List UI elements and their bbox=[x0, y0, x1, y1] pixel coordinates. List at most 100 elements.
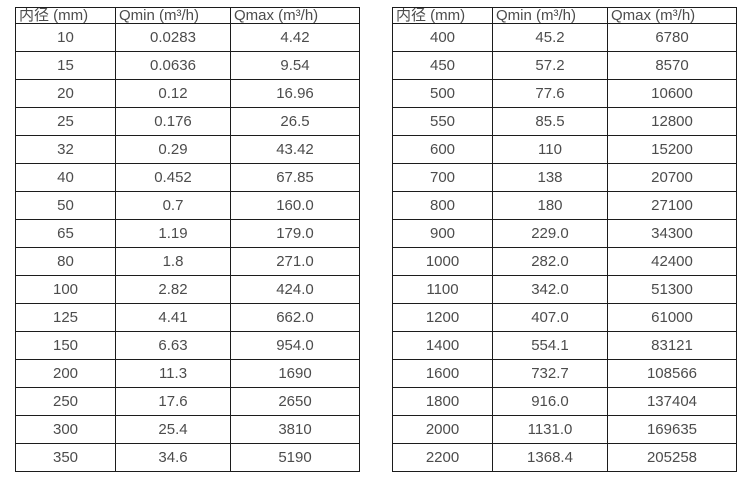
table-cell: 17.6 bbox=[115, 387, 231, 416]
table-row: 50 0.7 160.0 bbox=[15, 191, 360, 220]
table-cell: 1100 bbox=[392, 275, 493, 304]
table-cell: 110 bbox=[492, 135, 608, 164]
table-cell: 1600 bbox=[392, 359, 493, 388]
table-cell: 34300 bbox=[607, 219, 737, 248]
table-row: 550 85.5 12800 bbox=[392, 107, 737, 136]
table-cell: 229.0 bbox=[492, 219, 608, 248]
table-cell: 5190 bbox=[230, 443, 360, 472]
table-cell: 6.63 bbox=[115, 331, 231, 360]
table-row: 600 110 15200 bbox=[392, 135, 737, 164]
table-cell: 2200 bbox=[392, 443, 493, 472]
table-cell: 3810 bbox=[230, 415, 360, 444]
table-cell: 1131.0 bbox=[492, 415, 608, 444]
table-cell: 20 bbox=[15, 79, 116, 108]
table-cell: 282.0 bbox=[492, 247, 608, 276]
table-cell: 954.0 bbox=[230, 331, 360, 360]
table-cell: 27100 bbox=[607, 191, 737, 220]
table-cell: 0.176 bbox=[115, 107, 231, 136]
table-row: 2200 1368.4 205258 bbox=[392, 443, 737, 472]
table-cell: 10 bbox=[15, 23, 116, 52]
table-cell: 0.12 bbox=[115, 79, 231, 108]
table-row: 800 180 27100 bbox=[392, 191, 737, 220]
header-row: 内径 (mm) Qmin (m³/h) Qmax (m³/h) bbox=[392, 7, 737, 24]
table-cell: 61000 bbox=[607, 303, 737, 332]
header-row: 内径 (mm) Qmin (m³/h) Qmax (m³/h) bbox=[15, 7, 360, 24]
table-row: 15 0.0636 9.54 bbox=[15, 51, 360, 80]
column-header: Qmin (m³/h) bbox=[492, 7, 608, 24]
table-cell: 1.19 bbox=[115, 219, 231, 248]
table-cell: 4.42 bbox=[230, 23, 360, 52]
table-row: 10 0.0283 4.42 bbox=[15, 23, 360, 52]
column-header: Qmax (m³/h) bbox=[230, 7, 360, 24]
table-row: 1800 916.0 137404 bbox=[392, 387, 737, 416]
table-cell: 1000 bbox=[392, 247, 493, 276]
table-cell: 0.0636 bbox=[115, 51, 231, 80]
table-cell: 1.8 bbox=[115, 247, 231, 276]
table-cell: 12800 bbox=[607, 107, 737, 136]
table-cell: 15200 bbox=[607, 135, 737, 164]
table-row: 500 77.6 10600 bbox=[392, 79, 737, 108]
table-row: 125 4.41 662.0 bbox=[15, 303, 360, 332]
table-row: 65 1.19 179.0 bbox=[15, 219, 360, 248]
table-row: 400 45.2 6780 bbox=[392, 23, 737, 52]
table-cell: 11.3 bbox=[115, 359, 231, 388]
table-cell: 15 bbox=[15, 51, 116, 80]
table-row: 1200 407.0 61000 bbox=[392, 303, 737, 332]
table-cell: 2000 bbox=[392, 415, 493, 444]
table-cell: 51300 bbox=[607, 275, 737, 304]
table-cell: 20700 bbox=[607, 163, 737, 192]
table-row: 300 25.4 3810 bbox=[15, 415, 360, 444]
table-cell: 342.0 bbox=[492, 275, 608, 304]
table-cell: 732.7 bbox=[492, 359, 608, 388]
table-cell: 1368.4 bbox=[492, 443, 608, 472]
table-cell: 1690 bbox=[230, 359, 360, 388]
table-cell: 125 bbox=[15, 303, 116, 332]
table-cell: 45.2 bbox=[492, 23, 608, 52]
table-cell: 300 bbox=[15, 415, 116, 444]
table-cell: 57.2 bbox=[492, 51, 608, 80]
table-cell: 43.42 bbox=[230, 135, 360, 164]
table-row: 350 34.6 5190 bbox=[15, 443, 360, 472]
table-row: 1100 342.0 51300 bbox=[392, 275, 737, 304]
column-header: 内径 (mm) bbox=[15, 7, 116, 24]
table-row: 25 0.176 26.5 bbox=[15, 107, 360, 136]
table-cell: 0.7 bbox=[115, 191, 231, 220]
table-row: 1000 282.0 42400 bbox=[392, 247, 737, 276]
table-cell: 25.4 bbox=[115, 415, 231, 444]
table-cell: 80 bbox=[15, 247, 116, 276]
table-cell: 400 bbox=[392, 23, 493, 52]
table-cell: 350 bbox=[15, 443, 116, 472]
table-cell: 500 bbox=[392, 79, 493, 108]
table-cell: 100 bbox=[15, 275, 116, 304]
table-cell: 32 bbox=[15, 135, 116, 164]
table-cell: 6780 bbox=[607, 23, 737, 52]
table-cell: 700 bbox=[392, 163, 493, 192]
column-header: Qmin (m³/h) bbox=[115, 7, 231, 24]
table-row: 1400 554.1 83121 bbox=[392, 331, 737, 360]
table-row: 1600 732.7 108566 bbox=[392, 359, 737, 388]
table-cell: 600 bbox=[392, 135, 493, 164]
table-cell: 205258 bbox=[607, 443, 737, 472]
table-cell: 200 bbox=[15, 359, 116, 388]
table-cell: 662.0 bbox=[230, 303, 360, 332]
table-cell: 424.0 bbox=[230, 275, 360, 304]
table-row: 100 2.82 424.0 bbox=[15, 275, 360, 304]
table-cell: 2.82 bbox=[115, 275, 231, 304]
table-cell: 65 bbox=[15, 219, 116, 248]
table-row: 450 57.2 8570 bbox=[392, 51, 737, 80]
table-row: 2000 1131.0 169635 bbox=[392, 415, 737, 444]
table-cell: 2650 bbox=[230, 387, 360, 416]
table-cell: 83121 bbox=[607, 331, 737, 360]
table-row: 32 0.29 43.42 bbox=[15, 135, 360, 164]
table-row: 200 11.3 1690 bbox=[15, 359, 360, 388]
table-cell: 9.54 bbox=[230, 51, 360, 80]
flow-rate-table-large-diameters: 内径 (mm) Qmin (m³/h) Qmax (m³/h) 400 45.2 678… bbox=[392, 7, 737, 472]
table-cell: 40 bbox=[15, 163, 116, 192]
table-row: 20 0.12 16.96 bbox=[15, 79, 360, 108]
table-cell: 900 bbox=[392, 219, 493, 248]
column-header: 内径 (mm) bbox=[392, 7, 493, 24]
table-cell: 25 bbox=[15, 107, 116, 136]
flow-rate-table-large-diameters-container: 内径 (mm) Qmin (m³/h) Qmax (m³/h) 400 45.2 678… bbox=[392, 7, 737, 472]
table-cell: 16.96 bbox=[230, 79, 360, 108]
table-cell: 10600 bbox=[607, 79, 737, 108]
